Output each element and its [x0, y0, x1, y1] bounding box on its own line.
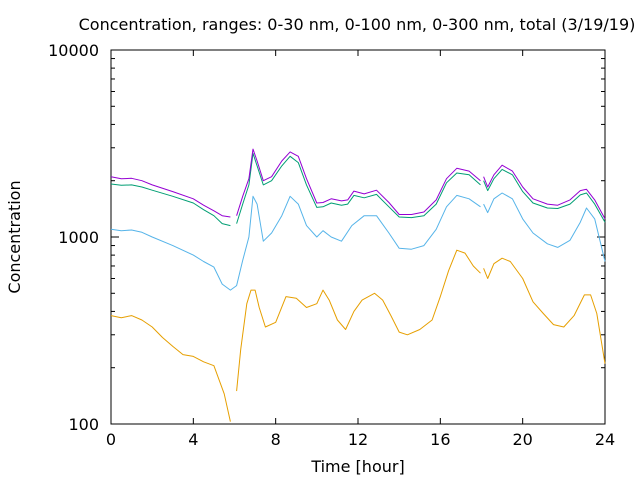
y-axis-label: Concentration	[5, 180, 24, 293]
series-line-2	[110, 194, 481, 291]
y-tick-label: 1000	[58, 228, 99, 247]
x-tick-label: 12	[348, 430, 368, 449]
x-tick-label: 8	[271, 430, 281, 449]
x-tick-label: 20	[512, 430, 532, 449]
axis-ticks: 0 4 8 12 16 20 24 100 1000 10000	[48, 41, 615, 449]
chart-title: Concentration, ranges: 0-30 nm, 0-100 nm…	[79, 15, 636, 34]
series-line-3	[483, 168, 606, 223]
x-tick-label: 16	[430, 430, 450, 449]
series-line-1	[236, 249, 481, 392]
x-tick-label: 0	[106, 430, 116, 449]
y-tick-label: 100	[68, 415, 99, 434]
series-group	[110, 148, 606, 422]
series-line-4	[483, 164, 606, 220]
series-line-4	[110, 176, 231, 218]
x-tick-label: 4	[188, 430, 198, 449]
series-line-3	[110, 183, 231, 227]
x-axis-label: Time [hour]	[310, 457, 404, 476]
series-line-4	[236, 148, 481, 216]
series-line-3	[236, 152, 481, 224]
plot-frame	[110, 49, 606, 425]
series-line-1	[483, 257, 606, 364]
series-line-1	[110, 315, 231, 422]
series-line-2	[483, 192, 606, 262]
x-tick-label: 24	[595, 430, 615, 449]
y-tick-label: 10000	[48, 41, 99, 60]
